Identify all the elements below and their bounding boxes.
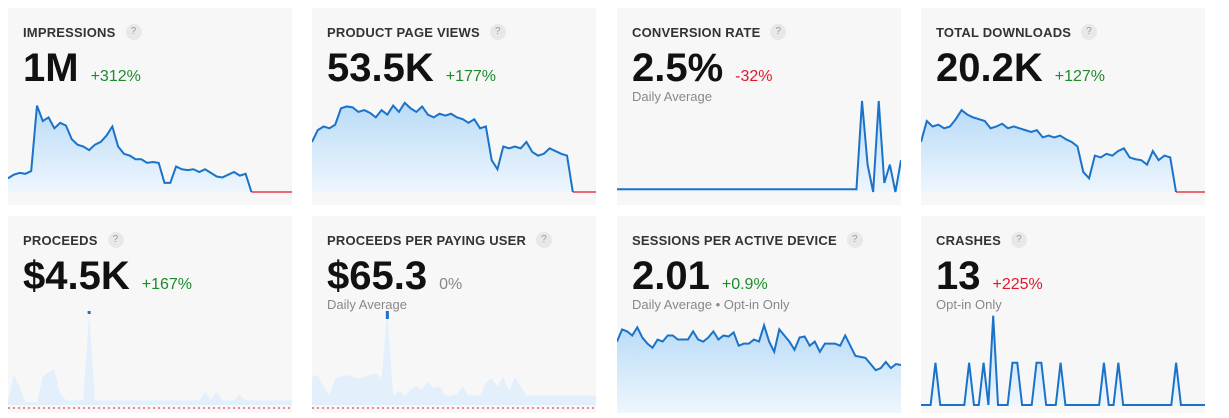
metric-card-product-page-views[interactable]: PRODUCT PAGE VIEWS? 53.5K +177% xyxy=(312,8,596,205)
help-icon[interactable]: ? xyxy=(770,24,787,40)
card-title: PROCEEDS PER PAYING USER? xyxy=(327,232,553,248)
card-title-text: PROCEEDS PER PAYING USER xyxy=(327,232,527,248)
sparkline-area xyxy=(8,311,292,405)
sparkline-area xyxy=(921,315,1205,405)
sparkline-line xyxy=(921,108,1178,193)
metric-value: $65.3 xyxy=(327,254,428,298)
card-title-text: PROCEEDS xyxy=(23,232,98,248)
sparkline-line xyxy=(312,101,574,193)
metric-value-row: 2.5% -32% xyxy=(632,46,773,91)
card-title: IMPRESSIONS? xyxy=(23,24,142,40)
card-title-text: CRASHES xyxy=(936,232,1001,248)
sparkline-chart xyxy=(617,321,901,413)
metric-value-row: 13 +225% xyxy=(936,254,1043,299)
metric-value-row: $65.3 0% xyxy=(327,254,462,299)
card-title-text: TOTAL DOWNLOADS xyxy=(936,24,1072,40)
metric-value-row: $4.5K +167% xyxy=(23,254,192,299)
metric-value-row: 20.2K +127% xyxy=(936,46,1105,91)
metric-change: +127% xyxy=(1054,68,1106,85)
metric-card-proceeds-per-paying-user[interactable]: PROCEEDS PER PAYING USER? $65.3 0% Daily … xyxy=(312,216,596,413)
card-title: SESSIONS PER ACTIVE DEVICE? xyxy=(632,232,863,248)
metric-card-crashes[interactable]: CRASHES? 13 +225% Opt-in Only xyxy=(921,216,1205,413)
metric-card-total-downloads[interactable]: TOTAL DOWNLOADS? 20.2K +127% xyxy=(921,8,1205,205)
metric-value-row: 1M +312% xyxy=(23,46,141,91)
metric-card-conversion-rate[interactable]: CONVERSION RATE? 2.5% -32% Daily Average xyxy=(617,8,901,205)
card-title: CONVERSION RATE? xyxy=(632,24,787,40)
help-icon[interactable]: ? xyxy=(846,232,863,248)
sparkline-area xyxy=(8,105,252,192)
card-title: TOTAL DOWNLOADS? xyxy=(936,24,1098,40)
sparkline-line xyxy=(617,100,901,193)
sparkline-line xyxy=(8,105,253,193)
metric-change: +177% xyxy=(445,68,497,85)
metric-change: +0.9% xyxy=(721,276,768,293)
metric-change: 0% xyxy=(439,276,463,293)
metric-change: +167% xyxy=(141,276,193,293)
help-icon[interactable]: ? xyxy=(1081,24,1098,40)
card-title-text: CONVERSION RATE xyxy=(632,24,761,40)
card-title: PRODUCT PAGE VIEWS? xyxy=(327,24,506,40)
metric-value: 2.01 xyxy=(632,254,710,298)
metric-subtitle: Daily Average xyxy=(632,89,712,104)
help-icon[interactable]: ? xyxy=(1010,232,1027,248)
metric-card-proceeds[interactable]: PROCEEDS? $4.5K +167% xyxy=(8,216,292,413)
sparkline-peak-marker xyxy=(87,311,91,314)
help-icon[interactable]: ? xyxy=(536,232,553,248)
metric-card-impressions[interactable]: IMPRESSIONS? 1M +312% xyxy=(8,8,292,205)
metric-value-row: 2.01 +0.9% xyxy=(632,254,768,299)
card-title-text: IMPRESSIONS xyxy=(23,24,116,40)
sparkline-chart xyxy=(8,105,292,193)
sparkline-chart xyxy=(921,315,1205,406)
card-title: PROCEEDS? xyxy=(23,232,124,248)
metric-change: +312% xyxy=(90,68,141,85)
sparkline-chart xyxy=(921,108,1205,193)
metric-change: -32% xyxy=(735,68,773,85)
sparkline-line xyxy=(921,315,1205,406)
sparkline-area xyxy=(312,102,573,192)
help-icon[interactable]: ? xyxy=(489,24,506,40)
sparkline-peak-marker xyxy=(385,311,389,319)
metric-subtitle: Opt-in Only xyxy=(936,297,1002,312)
metric-value: 20.2K xyxy=(936,46,1043,90)
metric-value: 13 xyxy=(936,254,981,298)
card-title: CRASHES? xyxy=(936,232,1027,248)
card-title-text: SESSIONS PER ACTIVE DEVICE xyxy=(632,232,837,248)
card-title-text: PRODUCT PAGE VIEWS xyxy=(327,24,480,40)
sparkline-line xyxy=(617,321,901,372)
help-icon[interactable]: ? xyxy=(125,24,142,40)
metric-change: +225% xyxy=(992,276,1043,293)
metric-value: 53.5K xyxy=(327,46,434,90)
sparkline-chart xyxy=(8,311,292,409)
metric-subtitle: Daily Average • Opt-in Only xyxy=(632,297,790,312)
sparkline-area xyxy=(617,325,901,413)
sparkline-chart xyxy=(617,100,901,193)
sparkline-area xyxy=(921,110,1177,192)
metric-value: 1M xyxy=(23,46,79,90)
sparkline-chart xyxy=(312,101,596,193)
metric-value: 2.5% xyxy=(632,46,724,90)
sparkline-chart xyxy=(312,311,596,409)
sparkline-area xyxy=(312,311,596,405)
metric-subtitle: Daily Average xyxy=(327,297,407,312)
help-icon[interactable]: ? xyxy=(107,232,124,248)
metric-value: $4.5K xyxy=(23,254,130,298)
metric-card-sessions-per-active-device[interactable]: SESSIONS PER ACTIVE DEVICE? 2.01 +0.9% Da… xyxy=(617,216,901,413)
metric-value-row: 53.5K +177% xyxy=(327,46,496,91)
